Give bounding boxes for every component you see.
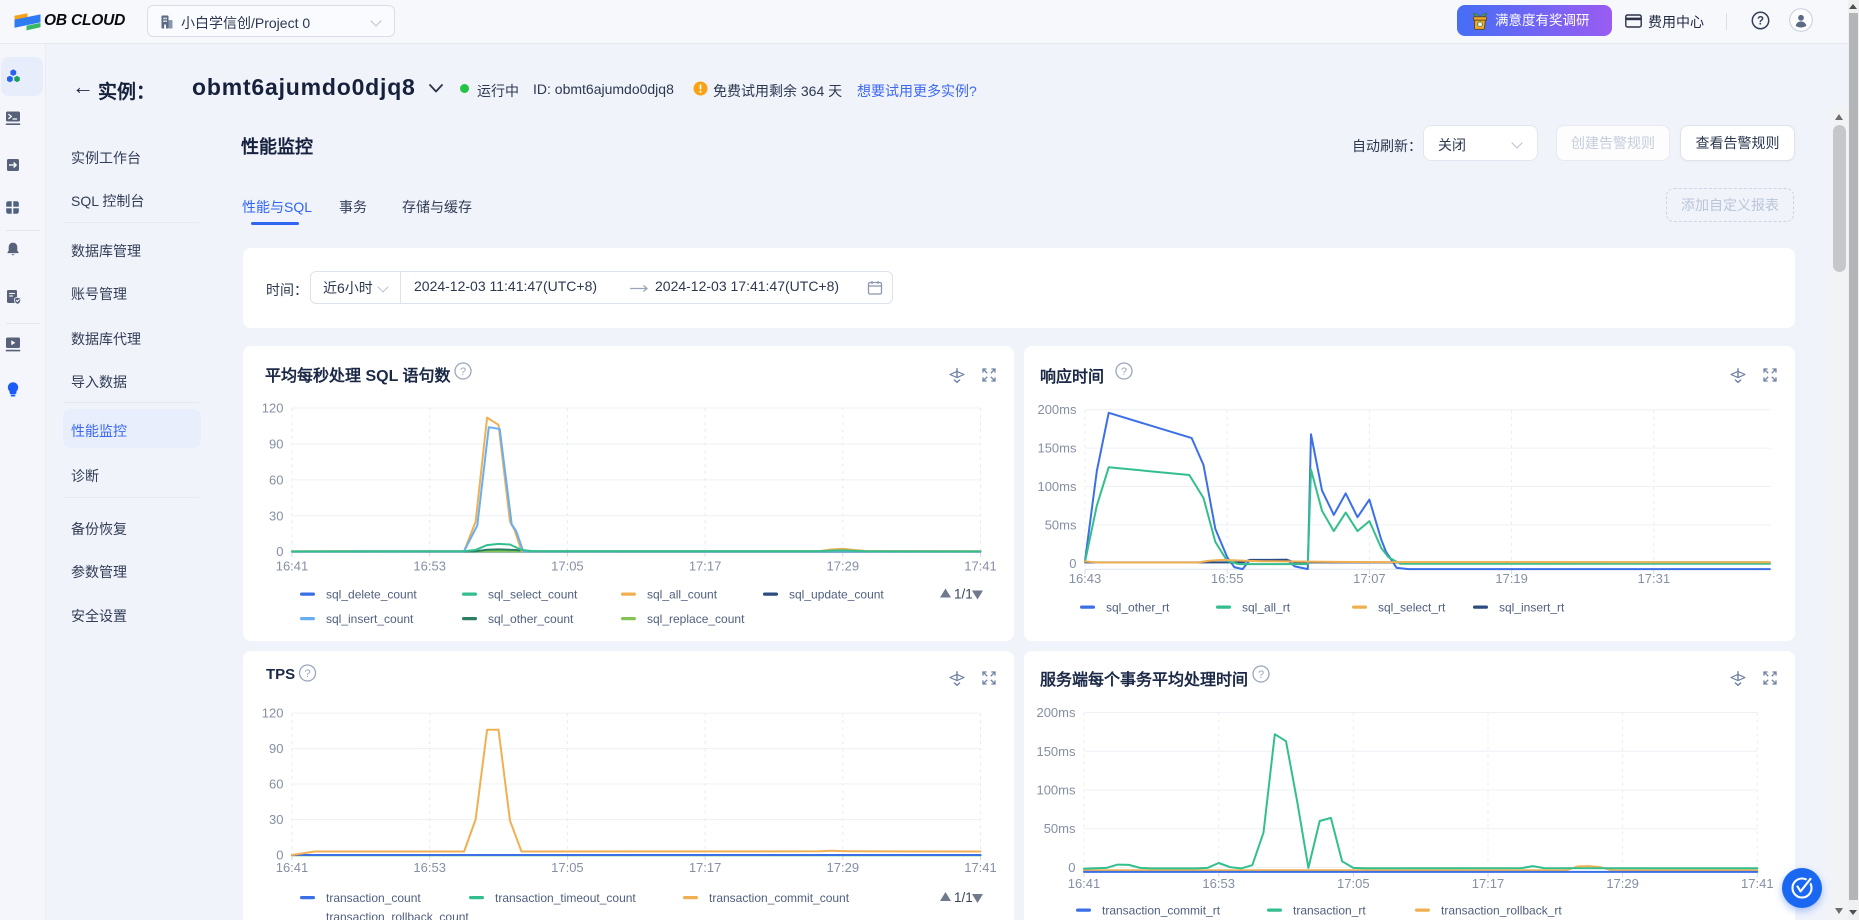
svg-text:17:41: 17:41 [964,559,997,574]
svg-text:16:53: 16:53 [1202,876,1235,891]
svg-text:90: 90 [269,741,283,756]
svg-text:17:29: 17:29 [827,559,860,574]
svg-text:17:17: 17:17 [689,860,722,875]
svg-text:16:43: 16:43 [1069,571,1102,586]
svg-text:17:29: 17:29 [1606,876,1639,891]
svg-text:16:53: 16:53 [413,559,446,574]
svg-text:17:41: 17:41 [964,860,997,875]
svg-text:0: 0 [1069,556,1076,571]
svg-text:sql_select_rt: sql_select_rt [1378,601,1446,615]
svg-text:sql_other_count: sql_other_count [488,612,574,626]
svg-text:16:53: 16:53 [413,860,446,875]
svg-text:100ms: 100ms [1036,783,1076,798]
svg-text:transaction_rollback_count: transaction_rollback_count [326,910,469,920]
svg-text:sql_insert_count: sql_insert_count [326,612,414,626]
svg-text:transaction_rt: transaction_rt [1293,904,1366,918]
svg-text:100ms: 100ms [1037,479,1077,494]
svg-text:150ms: 150ms [1037,441,1077,456]
svg-text:17:19: 17:19 [1495,571,1528,586]
svg-text:16:55: 16:55 [1211,571,1244,586]
svg-text:16:41: 16:41 [276,559,309,574]
svg-text:sql_select_count: sql_select_count [488,588,578,602]
svg-text:sql_insert_rt: sql_insert_rt [1499,601,1565,615]
svg-text:120: 120 [262,706,284,721]
svg-text:1/1: 1/1 [954,890,973,905]
svg-text:0: 0 [276,848,283,863]
svg-text:?: ? [304,668,310,680]
svg-text:sql_update_count: sql_update_count [789,588,884,602]
svg-text:1/1: 1/1 [954,587,973,602]
svg-text:17:05: 17:05 [551,559,584,574]
svg-text:50ms: 50ms [1045,517,1077,532]
svg-text:?: ? [1258,669,1264,681]
svg-text:200ms: 200ms [1036,705,1076,720]
svg-text:sql_other_rt: sql_other_rt [1106,601,1170,615]
svg-text:60: 60 [269,777,283,792]
svg-text:16:41: 16:41 [1068,876,1101,891]
svg-text:90: 90 [269,437,283,452]
svg-text:0: 0 [276,544,283,559]
svg-text:transaction_timeout_count: transaction_timeout_count [495,891,636,905]
svg-text:sql_all_rt: sql_all_rt [1242,601,1291,615]
svg-text:sql_delete_count: sql_delete_count [326,588,417,602]
svg-text:30: 30 [269,508,283,523]
svg-text:30: 30 [269,812,283,827]
svg-text:17:05: 17:05 [551,860,584,875]
svg-text:sql_all_count: sql_all_count [647,588,718,602]
svg-text:sql_replace_count: sql_replace_count [647,612,745,626]
svg-text:200ms: 200ms [1037,402,1077,417]
svg-text:transaction_rollback_rt: transaction_rollback_rt [1441,904,1562,918]
svg-text:transaction_count: transaction_count [326,891,421,905]
svg-text:?: ? [460,366,466,378]
svg-text:transaction_commit_count: transaction_commit_count [709,891,850,905]
svg-text:17:31: 17:31 [1638,571,1671,586]
svg-text:16:41: 16:41 [276,860,309,875]
svg-text:0: 0 [1068,860,1075,875]
svg-text:17:41: 17:41 [1741,876,1774,891]
svg-text:?: ? [1757,16,1764,28]
svg-text:transaction_commit_rt: transaction_commit_rt [1102,904,1221,918]
svg-text:17:17: 17:17 [1472,876,1505,891]
svg-text:120: 120 [262,401,284,416]
svg-text:17:07: 17:07 [1353,571,1386,586]
svg-text:17:29: 17:29 [827,860,860,875]
svg-text:17:05: 17:05 [1337,876,1370,891]
svg-text:150ms: 150ms [1036,744,1076,759]
svg-text:50ms: 50ms [1044,821,1076,836]
svg-text:60: 60 [269,472,283,487]
svg-text:17:17: 17:17 [689,559,722,574]
svg-text:?: ? [1121,366,1127,378]
